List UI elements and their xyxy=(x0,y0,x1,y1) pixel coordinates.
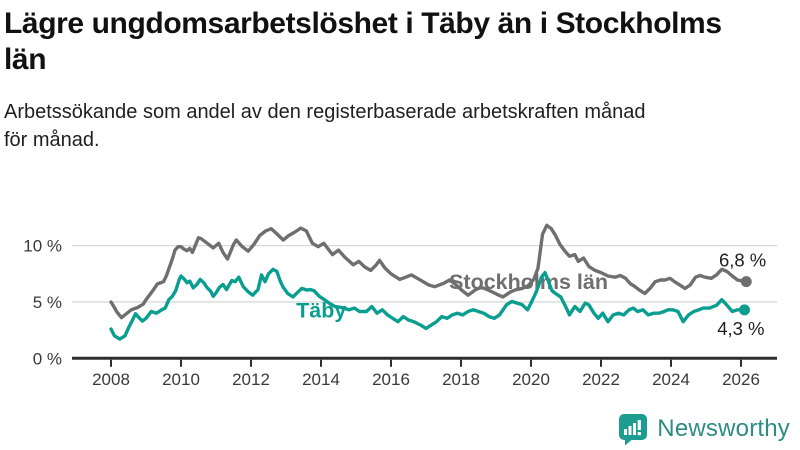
x-tick-label-2016: 2016 xyxy=(372,370,410,389)
newsworthy-brand-text: Newsworthy xyxy=(657,415,790,442)
x-tick-label-2008: 2008 xyxy=(92,370,130,389)
x-tick-label-2024: 2024 xyxy=(652,370,690,389)
chart-subtitle-line1: Arbetssökande som andel av den registerb… xyxy=(4,101,646,123)
chart-title-line2: län xyxy=(4,43,47,76)
end-value-label-stockholms-l-n: 6,8 % xyxy=(719,250,766,271)
x-tick-label-2014: 2014 xyxy=(302,370,340,389)
end-dot-stockholms-l-n xyxy=(740,276,752,288)
end-value-label-t-by: 4,3 % xyxy=(717,318,764,339)
y-tick-label-5pct: 5 % xyxy=(33,293,62,312)
newsworthy-logo-icon xyxy=(619,414,648,446)
chart-title-line1: Lägre ungdomsarbetslöshet i Täby än i St… xyxy=(4,7,722,40)
series-name-label-stockholms-l-n: Stockholms län xyxy=(449,270,608,294)
x-tick-label-2012: 2012 xyxy=(232,370,270,389)
series-line-t-by xyxy=(109,267,747,341)
y-tick-label-0pct: 0 % xyxy=(33,349,62,368)
series-line-stockholms-l-n xyxy=(109,223,748,320)
series-name-label-t-by: Täby xyxy=(296,299,346,323)
chart-subtitle: Arbetssökande som andel av den registerb… xyxy=(4,98,800,155)
newsworthy-brand: Newsworthy xyxy=(617,412,790,446)
x-tick-label-2020: 2020 xyxy=(512,370,550,389)
x-tick-label-2026: 2026 xyxy=(722,370,760,389)
end-dot-t-by xyxy=(739,304,750,316)
x-tick-label-2010: 2010 xyxy=(162,370,200,389)
chart-title: Lägre ungdomsarbetslöshet i Täby än i St… xyxy=(4,6,800,78)
x-tick-label-2018: 2018 xyxy=(442,370,480,389)
chart-subtitle-line2: för månad. xyxy=(4,129,100,152)
y-tick-label-10pct: 10 % xyxy=(23,237,62,256)
x-tick-label-2022: 2022 xyxy=(582,370,620,389)
